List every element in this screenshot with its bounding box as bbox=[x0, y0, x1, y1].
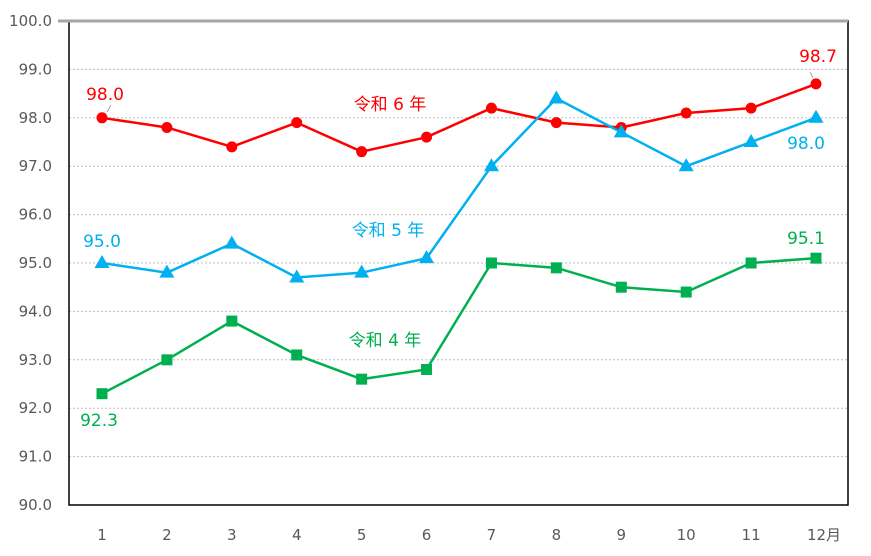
y-tick-label: 99.0 bbox=[19, 60, 52, 78]
triangle-marker-icon bbox=[289, 269, 305, 283]
series-name-label: 令和 6 年 bbox=[354, 95, 427, 115]
triangle-marker-icon bbox=[613, 124, 629, 138]
circle-marker-icon bbox=[810, 78, 822, 90]
square-marker-icon bbox=[680, 286, 692, 298]
square-marker-icon bbox=[550, 262, 562, 274]
square-marker-icon bbox=[745, 257, 757, 269]
series-line bbox=[101, 96, 817, 279]
y-tick-label: 93.0 bbox=[19, 351, 52, 369]
y-tick-label: 92.0 bbox=[19, 399, 52, 417]
square-marker-icon bbox=[421, 363, 433, 375]
x-tick-label: 8 bbox=[552, 526, 562, 544]
data-value-label: 98.7 bbox=[799, 47, 837, 67]
series-group bbox=[94, 78, 824, 400]
circle-marker-icon bbox=[356, 146, 368, 158]
y-tick-label: 91.0 bbox=[19, 448, 52, 466]
x-tick-label: 4 bbox=[292, 526, 302, 544]
square-marker-icon bbox=[161, 354, 173, 366]
y-tick-label: 100.0 bbox=[9, 12, 52, 30]
x-tick-label: 7 bbox=[487, 526, 497, 544]
circle-marker-icon bbox=[550, 117, 562, 129]
square-marker-icon bbox=[810, 252, 822, 264]
leader-line bbox=[809, 71, 814, 79]
circle-marker-icon bbox=[680, 107, 692, 119]
y-tick-label: 97.0 bbox=[19, 157, 52, 175]
triangle-marker-icon bbox=[483, 158, 499, 172]
triangle-marker-icon bbox=[808, 109, 824, 123]
circle-marker-icon bbox=[96, 112, 108, 124]
triangle-marker-icon bbox=[354, 264, 370, 278]
triangle-marker-icon bbox=[548, 90, 564, 104]
triangle-marker-icon bbox=[159, 264, 175, 278]
triangle-marker-icon bbox=[678, 158, 694, 172]
series-line bbox=[101, 82, 817, 153]
triangle-marker-icon bbox=[224, 235, 240, 249]
x-tick-label: 2 bbox=[162, 526, 172, 544]
circle-marker-icon bbox=[421, 131, 433, 143]
y-tick-label: 95.0 bbox=[19, 254, 52, 272]
data-value-label: 95.1 bbox=[787, 229, 825, 249]
square-marker-icon bbox=[485, 257, 497, 269]
circle-marker-icon bbox=[161, 121, 173, 133]
series-triangle bbox=[94, 90, 824, 283]
data-value-label: 98.0 bbox=[787, 134, 825, 154]
data-value-label: 98.0 bbox=[86, 85, 124, 105]
x-tick-label: 5 bbox=[357, 526, 367, 544]
leader-line bbox=[106, 104, 112, 113]
data-value-label: 95.0 bbox=[83, 232, 121, 252]
x-tick-label: 3 bbox=[227, 526, 237, 544]
x-tick-label: 11 bbox=[742, 526, 761, 544]
triangle-marker-icon bbox=[743, 134, 759, 147]
x-axis-ticks: 1 2 3 4 5 6 7 8 9 10 11 12月 bbox=[97, 526, 841, 544]
x-tick-label: 10 bbox=[677, 526, 696, 544]
data-labels: 令和 6 年令和 5 年令和 4 年 98.0 98.7 95.0 98.0 92.3 95… bbox=[80, 47, 837, 431]
x-tick-label: 12月 bbox=[807, 526, 841, 544]
square-marker-icon bbox=[291, 349, 303, 361]
y-tick-label: 98.0 bbox=[19, 109, 52, 127]
triangle-marker-icon bbox=[94, 255, 110, 268]
series-circle bbox=[96, 78, 822, 158]
circle-marker-icon bbox=[745, 102, 757, 114]
circle-marker-icon bbox=[291, 117, 303, 129]
series-name-label: 令和 4 年 bbox=[349, 331, 422, 351]
series-square bbox=[96, 252, 822, 400]
circle-marker-icon bbox=[485, 102, 497, 114]
square-marker-icon bbox=[226, 315, 238, 327]
y-tick-label: 90.0 bbox=[19, 496, 52, 514]
series-name-label: 令和 5 年 bbox=[352, 221, 425, 241]
data-value-label: 92.3 bbox=[80, 411, 118, 431]
y-axis-ticks: 90.0 91.0 92.0 93.0 94.0 95.0 96.0 97.0 98.0 99.0… bbox=[9, 12, 52, 514]
x-tick-label: 1 bbox=[97, 526, 107, 544]
square-marker-icon bbox=[615, 281, 627, 293]
series-line bbox=[101, 256, 817, 395]
square-marker-icon bbox=[96, 388, 108, 400]
y-tick-label: 96.0 bbox=[19, 206, 52, 224]
circle-marker-icon bbox=[226, 141, 238, 153]
x-tick-label: 9 bbox=[616, 526, 626, 544]
x-tick-label: 6 bbox=[422, 526, 432, 544]
square-marker-icon bbox=[356, 373, 368, 385]
y-tick-label: 94.0 bbox=[19, 302, 52, 320]
triangle-marker-icon bbox=[419, 250, 435, 264]
